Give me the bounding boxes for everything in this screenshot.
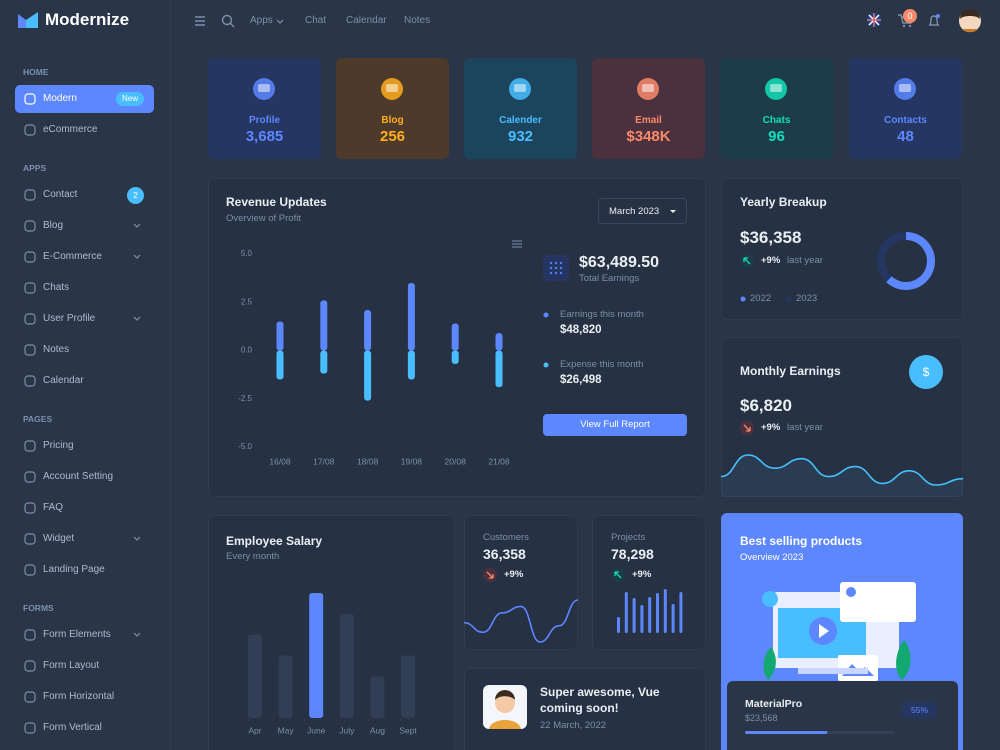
- nav-item[interactable]: Chats: [43, 282, 70, 293]
- nav-item[interactable]: Landing Page: [43, 564, 105, 575]
- nav-item[interactable]: Account Setting: [43, 471, 114, 482]
- trend-label: last year: [787, 255, 823, 266]
- card-title: Monthly Earnings: [740, 364, 841, 378]
- nav-badge: 2: [127, 187, 144, 204]
- brand-logo: [18, 12, 38, 28]
- event-title: Super awesome, Vue coming soon!: [540, 685, 660, 715]
- product-name: MaterialPro: [745, 698, 803, 710]
- nav-item[interactable]: FAQ: [43, 502, 64, 513]
- legend-total: $26,498: [560, 374, 602, 386]
- card-title: Employee Salary: [226, 534, 323, 548]
- nav-item[interactable]: eCommerce: [43, 124, 98, 135]
- stat-label: Chats: [762, 115, 791, 126]
- nav-item[interactable]: Calendar: [43, 375, 84, 386]
- brand-name: Modernize: [45, 10, 130, 29]
- stat-value: 96: [768, 128, 785, 145]
- card-subtitle: Overview of Profit: [226, 213, 301, 224]
- nav-item[interactable]: Blog: [43, 220, 64, 231]
- stat-label: Calender: [499, 115, 542, 126]
- stat-card: [336, 58, 449, 159]
- nav-item[interactable]: Modern: [43, 93, 77, 104]
- kpi-value: 36,358: [483, 546, 526, 562]
- card-subtitle: Every month: [226, 551, 280, 562]
- view-report-button[interactable]: View Full Report: [543, 414, 687, 436]
- legend-label: Expense this month: [560, 359, 644, 370]
- card-value: $6,820: [740, 396, 792, 415]
- header-icons: [195, 14, 235, 28]
- card-value: $36,358: [740, 228, 802, 247]
- stat-card: [592, 58, 705, 159]
- stat-label: Email: [635, 115, 662, 126]
- monthly-card: [721, 337, 963, 497]
- legend-label: 2023: [796, 293, 818, 304]
- trend-label: last year: [787, 422, 823, 433]
- nav-link[interactable]: Calendar: [346, 15, 387, 26]
- card-subtitle: Overview 2023: [740, 552, 804, 563]
- total-earnings: $63,489.50: [579, 254, 660, 271]
- progress-badge: 55%: [902, 702, 937, 718]
- product-price: $23,568: [745, 713, 778, 723]
- card-title: Best selling products: [740, 534, 863, 548]
- legend-total: $48,820: [560, 324, 602, 336]
- event-date: 22 March, 2022: [540, 720, 607, 731]
- trend-value: +9%: [761, 422, 781, 433]
- stat-label: Contacts: [884, 115, 927, 126]
- nav-item[interactable]: Contact: [43, 189, 78, 200]
- legend-label: Earnings this month: [560, 309, 644, 320]
- projects-card: [592, 515, 706, 650]
- card-title: Revenue Updates: [226, 195, 327, 209]
- stat-card: [849, 58, 962, 159]
- card-title: Yearly Breakup: [740, 195, 827, 209]
- total-earnings-label: Total Earnings: [579, 273, 640, 284]
- nav-link[interactable]: Chat: [305, 15, 327, 26]
- trend-value: +9%: [632, 569, 652, 580]
- stat-value: 932: [507, 128, 534, 145]
- nav-badge: New: [116, 92, 145, 106]
- stat-label: Blog: [381, 115, 404, 126]
- nav-item[interactable]: User Profile: [43, 313, 96, 324]
- stat-card: [464, 58, 577, 159]
- section-title: PAGES: [23, 414, 53, 424]
- nav-item[interactable]: Notes: [43, 344, 70, 355]
- legend-label: 2022: [750, 293, 772, 304]
- stat-value: 3,685: [245, 128, 284, 145]
- nav-chevron: [276, 19, 284, 24]
- nav-item[interactable]: Widget: [43, 533, 75, 544]
- revenue-card: [208, 178, 706, 497]
- stat-value: $348K: [626, 128, 671, 145]
- stat-value: 48: [897, 128, 914, 145]
- trend-value: +9%: [761, 255, 781, 266]
- kpi-label: Customers: [483, 532, 529, 543]
- header-right-icons: [867, 9, 981, 33]
- nav-item[interactable]: Form Elements: [43, 629, 111, 640]
- nav-item[interactable]: Form Layout: [43, 660, 100, 671]
- kpi-value: 78,298: [611, 546, 654, 562]
- nav-item[interactable]: Form Horizontal: [43, 691, 115, 702]
- trend-value: +9%: [504, 569, 524, 580]
- cart-badge: 0: [903, 9, 917, 23]
- nav-link[interactable]: Notes: [404, 15, 431, 26]
- stat-label: Profile: [248, 115, 281, 126]
- stat-value: 256: [379, 128, 406, 145]
- nav-item[interactable]: E-Commerce: [43, 251, 102, 262]
- stat-card: [720, 58, 833, 159]
- kpi-label: Projects: [611, 532, 646, 543]
- section-title: HOME: [23, 67, 49, 77]
- nav-item[interactable]: Form Vertical: [43, 722, 102, 733]
- section-title: APPS: [23, 163, 47, 173]
- stat-card: [208, 58, 321, 159]
- period-select[interactable]: March 2023: [598, 198, 687, 224]
- nav-item[interactable]: Pricing: [43, 440, 74, 451]
- section-title: FORMS: [23, 603, 54, 613]
- nav-link[interactable]: Apps: [250, 15, 273, 26]
